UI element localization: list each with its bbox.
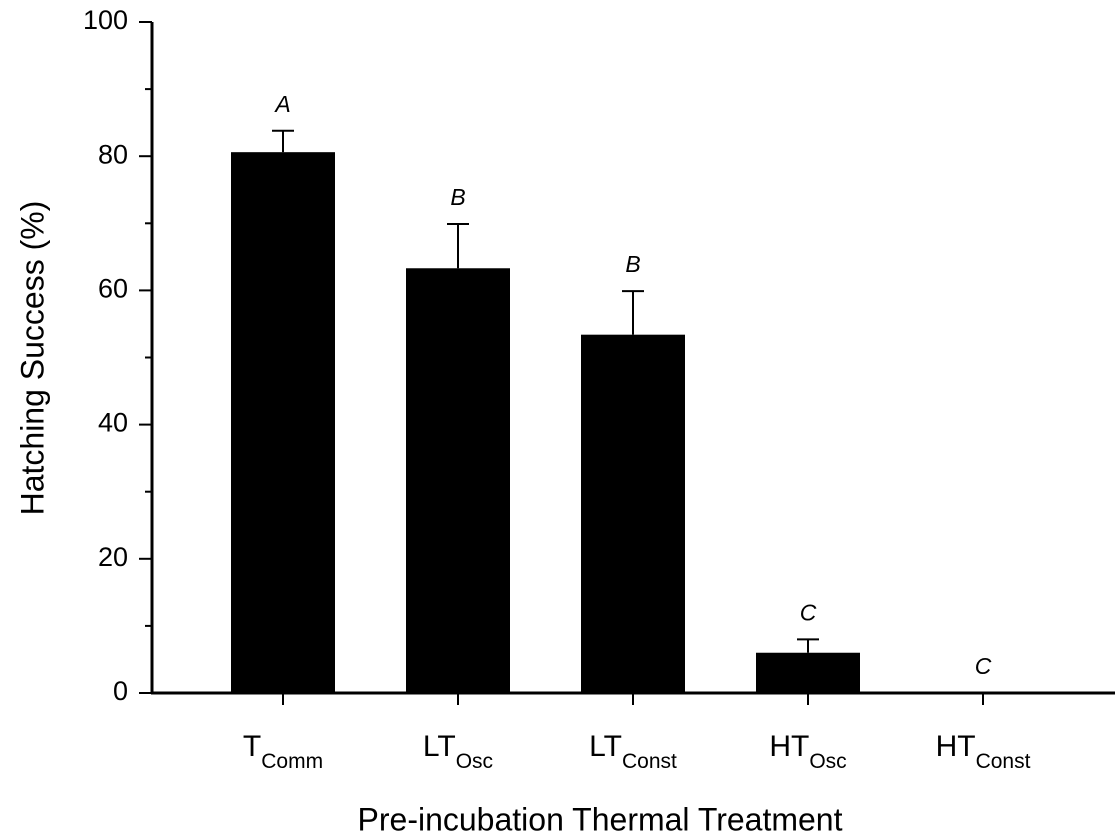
category-sub: Osc — [456, 750, 493, 773]
bar — [756, 652, 860, 693]
category-base: T — [243, 730, 261, 763]
category-sub: Const — [976, 750, 1031, 773]
x-tick-label: LTOsc — [423, 730, 493, 773]
x-tick-label: TComm — [243, 730, 323, 773]
significance-letter: C — [800, 599, 817, 625]
category-sub: Osc — [809, 750, 846, 773]
y-axis-label: Hatching Success (%) — [14, 201, 50, 516]
category-sub: Comm — [261, 750, 323, 773]
significance-letter: C — [975, 653, 992, 679]
x-tick-label: HTOsc — [769, 730, 846, 773]
category-base: HT — [769, 730, 809, 763]
bar — [406, 268, 510, 693]
bar — [231, 152, 335, 693]
category-base: LT — [423, 730, 456, 763]
y-tick-label: 40 — [98, 408, 128, 438]
y-tick-label: 0 — [113, 676, 128, 706]
significance-letter: B — [450, 184, 465, 210]
category-sub: Const — [622, 750, 677, 773]
x-tick-label: HTConst — [936, 730, 1031, 773]
y-tick-label: 100 — [83, 5, 128, 35]
x-tick-label: LTConst — [589, 730, 677, 773]
x-axis-label: Pre-incubation Thermal Treatment — [358, 801, 843, 837]
category-base: HT — [936, 730, 976, 763]
y-tick-label: 80 — [98, 139, 128, 169]
bar — [581, 334, 685, 693]
y-tick-label: 20 — [98, 542, 128, 572]
y-tick-label: 60 — [98, 274, 128, 304]
significance-letter: B — [625, 251, 640, 277]
category-base: LT — [589, 730, 622, 763]
significance-letter: A — [273, 91, 290, 117]
